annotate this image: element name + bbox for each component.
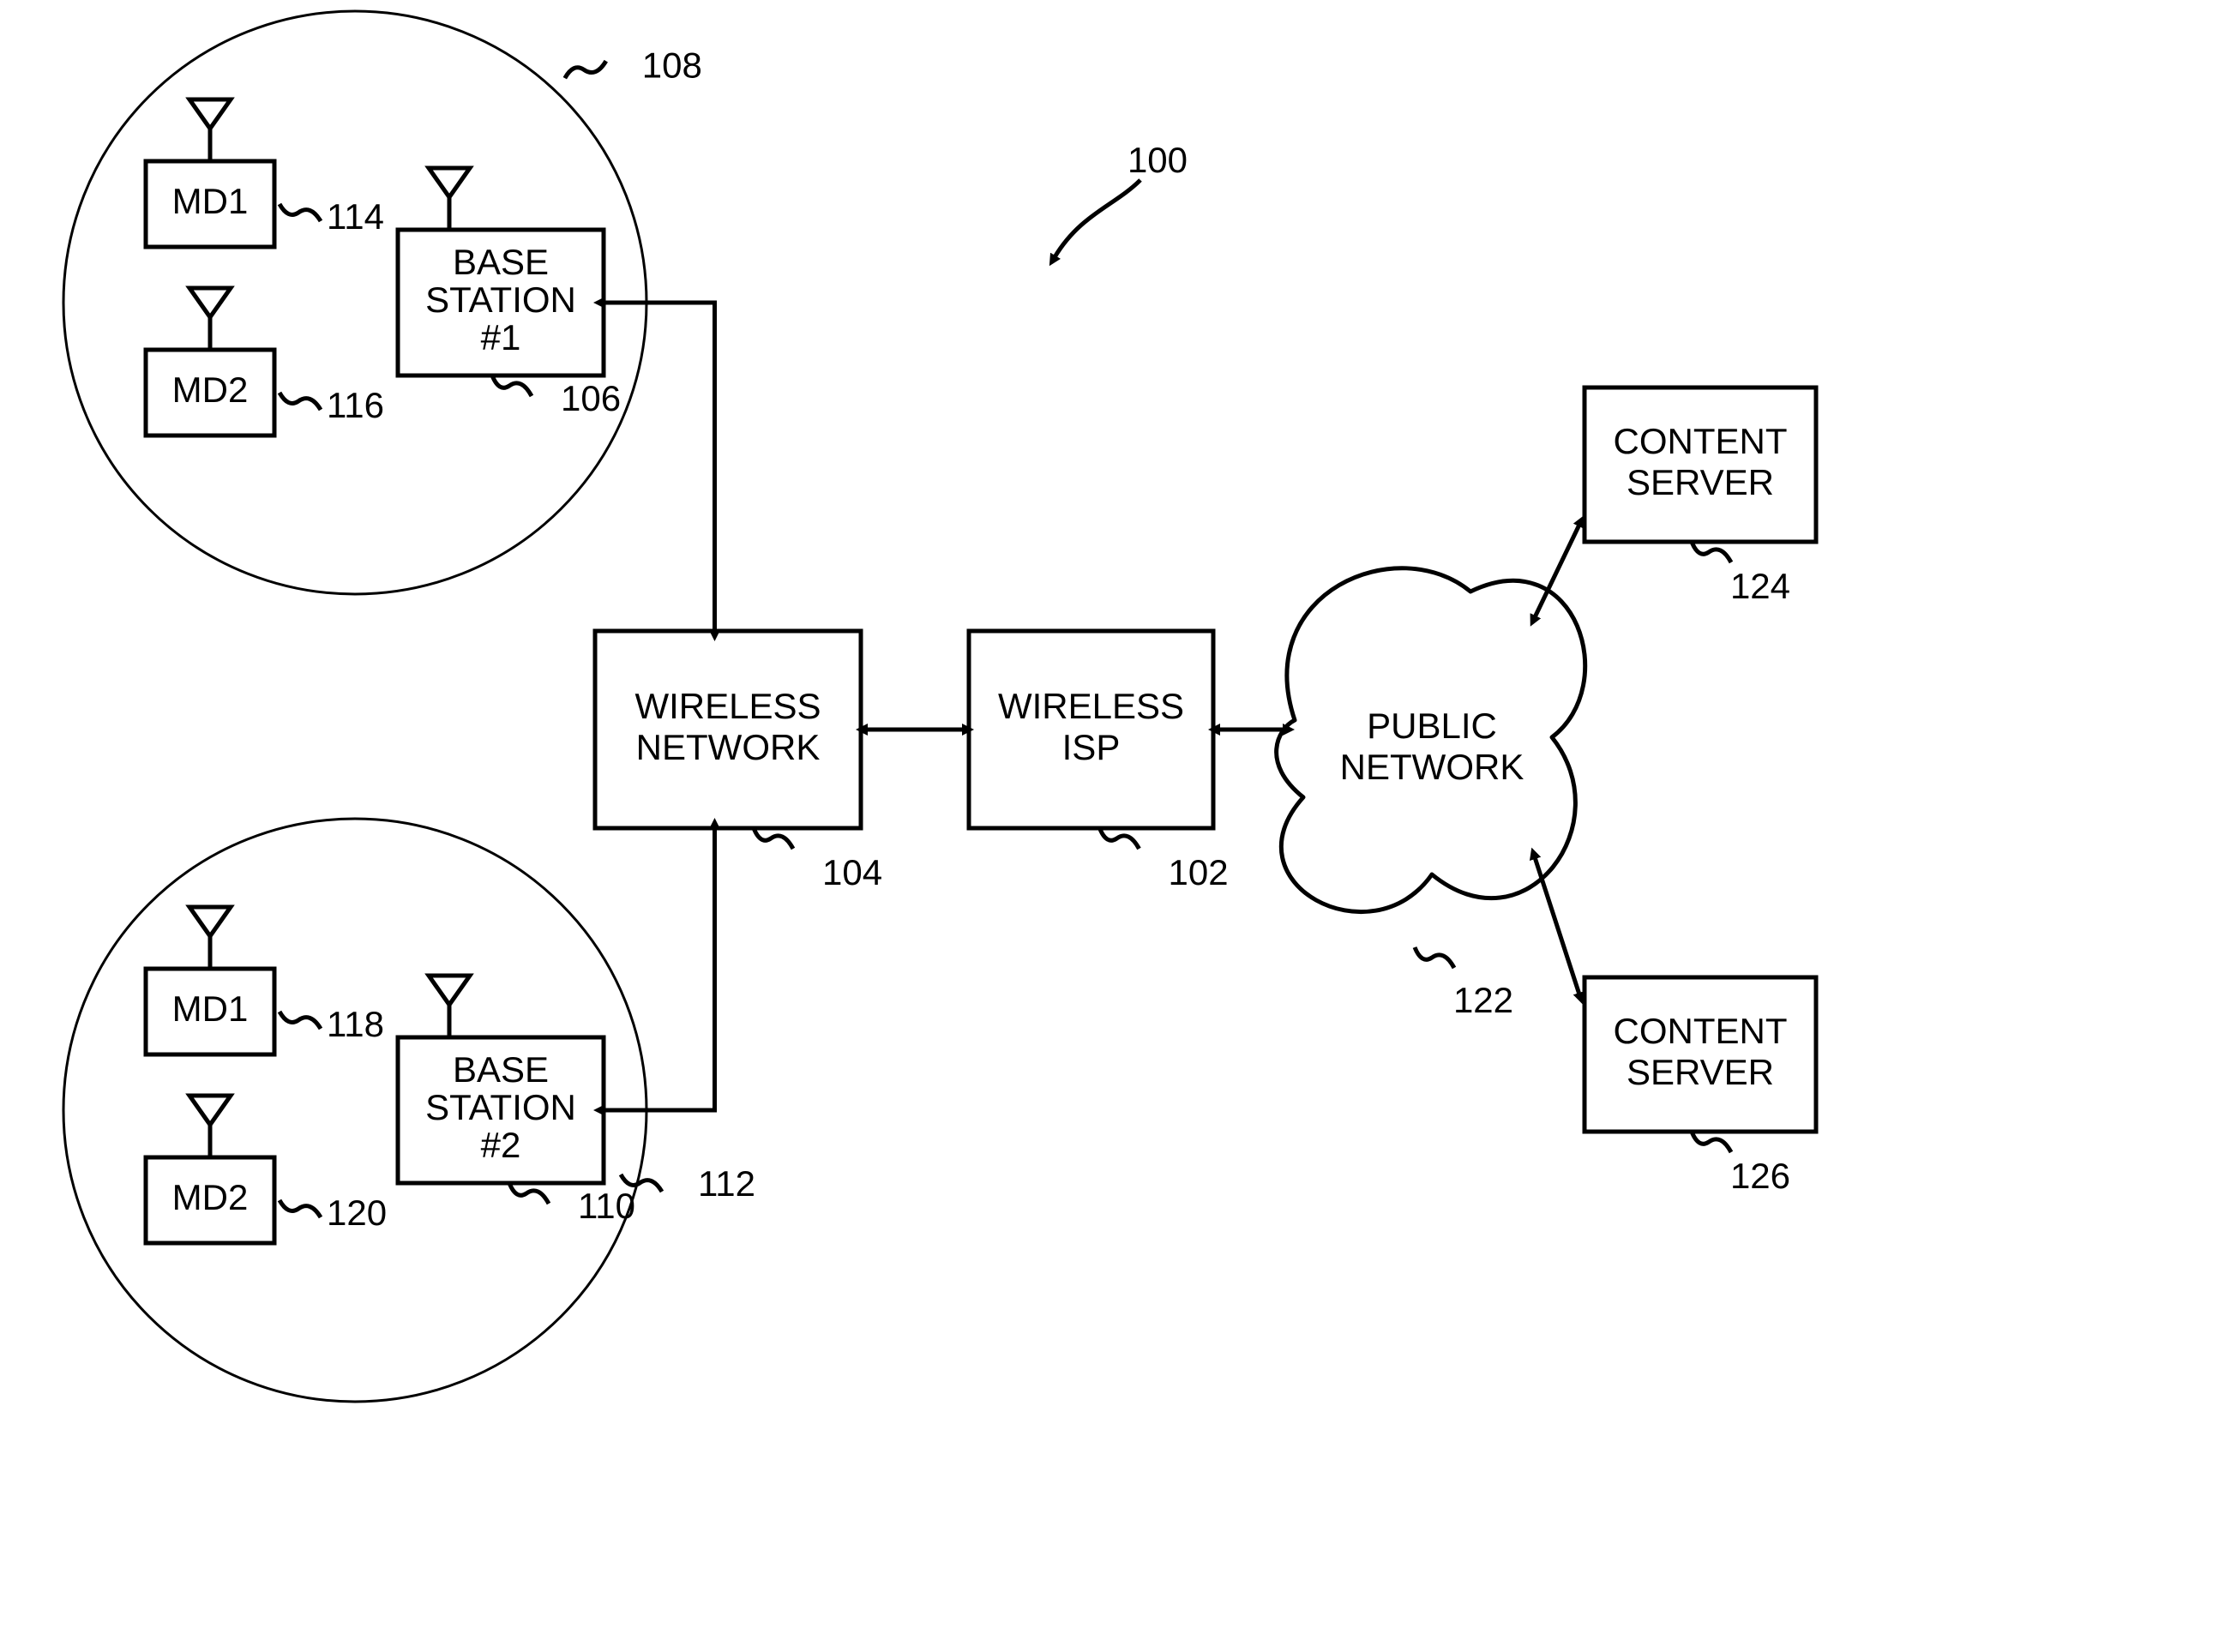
svg-text:MD2: MD2: [172, 1177, 249, 1217]
svg-text:PUBLIC: PUBLIC: [1367, 706, 1497, 746]
svg-text:114: 114: [327, 196, 384, 237]
svg-text:WIRELESS: WIRELESS: [998, 686, 1184, 726]
svg-text:MD2: MD2: [172, 369, 249, 410]
svg-text:106: 106: [561, 378, 621, 418]
svg-text:CONTENT: CONTENT: [1614, 1011, 1788, 1051]
svg-text:122: 122: [1453, 980, 1513, 1020]
svg-text:WIRELESS: WIRELESS: [634, 686, 821, 726]
svg-text:NETWORK: NETWORK: [1340, 747, 1524, 787]
svg-text:NETWORK: NETWORK: [636, 727, 821, 767]
svg-text:SERVER: SERVER: [1627, 462, 1774, 502]
svg-text:116: 116: [327, 385, 384, 425]
svg-text:124: 124: [1730, 566, 1790, 606]
svg-text:MD1: MD1: [172, 181, 249, 221]
svg-text:100: 100: [1128, 140, 1188, 180]
svg-text:BASE: BASE: [453, 1049, 549, 1090]
svg-text:118: 118: [327, 1004, 384, 1044]
svg-text:110: 110: [578, 1186, 635, 1226]
svg-text:#1: #1: [481, 317, 521, 357]
svg-text:112: 112: [698, 1163, 755, 1204]
svg-text:120: 120: [327, 1192, 387, 1233]
svg-text:CONTENT: CONTENT: [1614, 421, 1788, 461]
svg-text:104: 104: [822, 852, 882, 892]
svg-text:STATION: STATION: [425, 279, 576, 320]
svg-text:102: 102: [1169, 852, 1229, 892]
svg-text:108: 108: [642, 45, 702, 85]
svg-text:BASE: BASE: [453, 242, 549, 282]
svg-text:STATION: STATION: [425, 1087, 576, 1127]
svg-text:126: 126: [1730, 1156, 1790, 1196]
svg-text:MD1: MD1: [172, 988, 249, 1029]
svg-text:#2: #2: [481, 1125, 521, 1165]
svg-text:ISP: ISP: [1062, 727, 1121, 767]
svg-text:SERVER: SERVER: [1627, 1052, 1774, 1092]
